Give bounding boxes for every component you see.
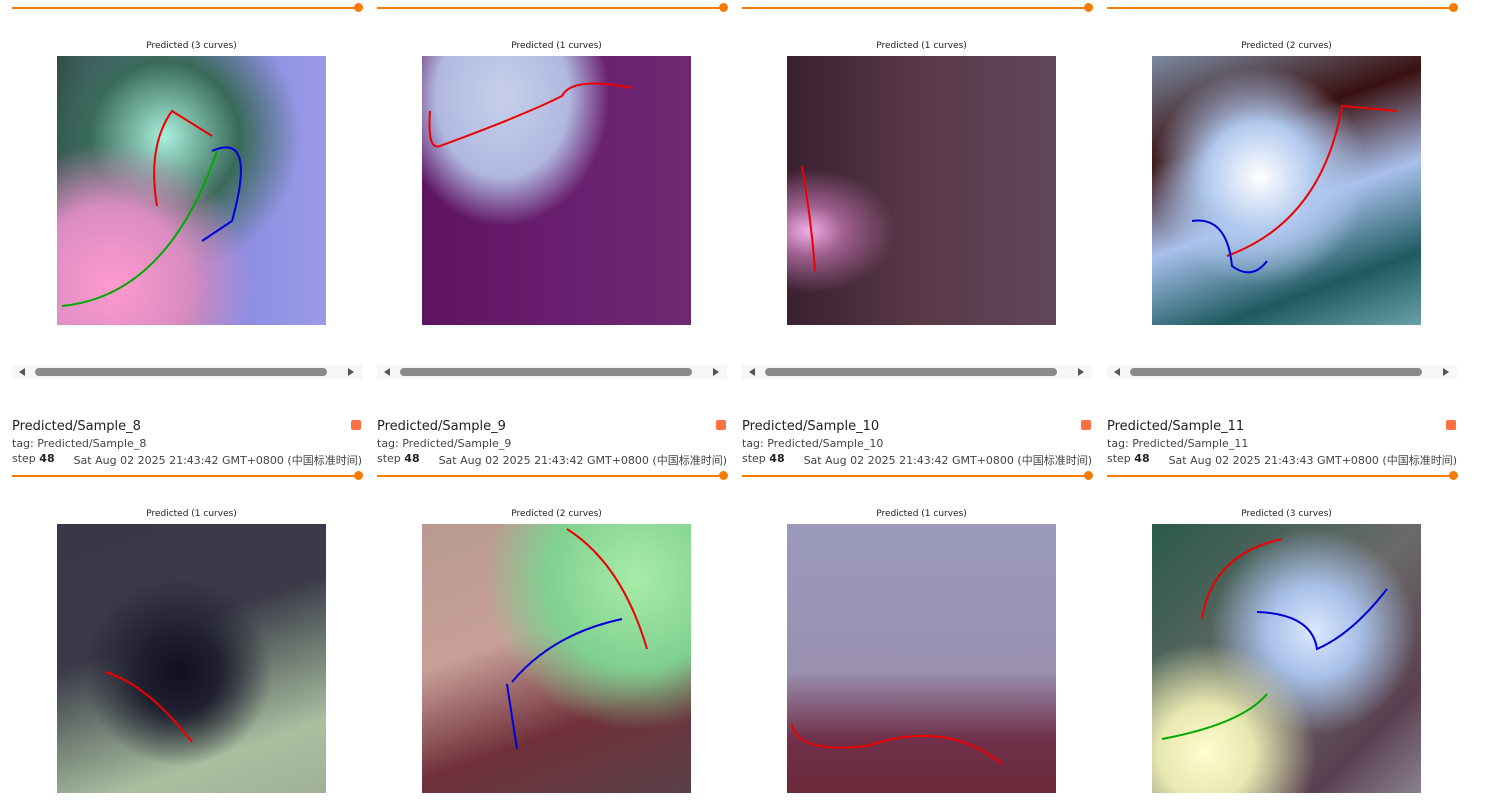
card-time: Sat Aug 02 2025 21:43:43 GMT+0800 (中国标准时… xyxy=(1168,454,1457,467)
card-name: Predicted/Sample_11 xyxy=(1107,419,1245,434)
image-scrollbar[interactable] xyxy=(377,364,727,379)
curve xyxy=(201,146,242,242)
card-tag: tag: Predicted/Sample_11 xyxy=(1107,437,1249,450)
image xyxy=(1152,524,1421,793)
step-label: step xyxy=(1107,452,1131,465)
image-title: Predicted (1 curves) xyxy=(876,41,967,51)
step-slider xyxy=(742,7,1086,9)
card-tag: tag: Predicted/Sample_9 xyxy=(377,437,512,450)
image-curves xyxy=(61,109,242,307)
pin-icon[interactable] xyxy=(1081,420,1091,430)
pin-icon[interactable] xyxy=(1446,420,1456,430)
curve xyxy=(1201,538,1283,620)
step-slider-knob[interactable] xyxy=(719,471,728,480)
card-tag: tag: Predicted/Sample_10 xyxy=(742,437,884,450)
image xyxy=(422,56,691,325)
step-slider xyxy=(377,7,721,9)
step-slider xyxy=(12,475,356,477)
pin-icon[interactable] xyxy=(716,420,726,430)
image-scrollbar[interactable] xyxy=(12,364,362,379)
image-title: Predicted (1 curves) xyxy=(511,41,602,51)
step-label: step xyxy=(377,452,401,465)
image-curves xyxy=(1161,538,1388,740)
image xyxy=(57,56,326,325)
card-name: Predicted/Sample_9 xyxy=(377,419,506,434)
image-title: Predicted (2 curves) xyxy=(1241,41,1332,51)
step-slider-knob[interactable] xyxy=(1084,471,1093,480)
image-curves xyxy=(1191,104,1398,274)
image xyxy=(1152,56,1421,325)
curve xyxy=(1256,588,1388,651)
step-value: 48 xyxy=(1134,452,1150,465)
step-slider-knob[interactable] xyxy=(719,3,728,12)
image xyxy=(787,524,1056,793)
step-slider xyxy=(742,475,1086,477)
step-label: step xyxy=(742,452,766,465)
card-tag: tag: Predicted/Sample_8 xyxy=(12,437,147,450)
curve xyxy=(104,671,193,743)
card-time: Sat Aug 02 2025 21:43:42 GMT+0800 (中国标准时… xyxy=(803,454,1092,467)
step-slider-knob[interactable] xyxy=(1084,3,1093,12)
step-slider xyxy=(1107,475,1451,477)
curve xyxy=(566,528,648,650)
image-title: Predicted (1 curves) xyxy=(876,509,967,519)
step-label: step xyxy=(12,452,36,465)
step-slider xyxy=(12,7,356,9)
image-title: Predicted (2 curves) xyxy=(511,509,602,519)
step-value: 48 xyxy=(39,452,55,465)
card-time: Sat Aug 02 2025 21:43:42 GMT+0800 (中国标准时… xyxy=(438,454,727,467)
card-step: step 48 xyxy=(742,452,785,465)
image-curves xyxy=(801,165,816,272)
scrollbar[interactable] xyxy=(1107,365,1457,379)
scrollbar[interactable] xyxy=(12,365,362,379)
step-slider xyxy=(1107,7,1451,9)
image-curves xyxy=(428,82,633,148)
curve xyxy=(153,109,213,207)
step-slider-knob[interactable] xyxy=(1449,471,1458,480)
curve xyxy=(1191,219,1268,274)
card-name: Predicted/Sample_8 xyxy=(12,419,141,434)
image-title: Predicted (1 curves) xyxy=(146,509,237,519)
curve xyxy=(61,150,218,307)
scrollbar[interactable] xyxy=(377,365,727,379)
image xyxy=(422,524,691,793)
scrollbar[interactable] xyxy=(742,365,1092,379)
image xyxy=(787,56,1056,325)
card-name: Predicted/Sample_10 xyxy=(742,419,880,434)
step-slider-knob[interactable] xyxy=(354,471,363,480)
curve xyxy=(1226,104,1398,257)
curve xyxy=(791,723,1003,765)
image-curves xyxy=(104,671,193,743)
step-value: 48 xyxy=(404,452,420,465)
card-step: step 48 xyxy=(12,452,55,465)
step-slider xyxy=(377,475,721,477)
image-scrollbar[interactable] xyxy=(742,364,1092,379)
image-curves xyxy=(791,723,1003,765)
curve xyxy=(428,82,633,148)
curve xyxy=(1161,693,1268,740)
curve xyxy=(511,618,623,683)
pin-icon[interactable] xyxy=(351,420,361,430)
image-title: Predicted (3 curves) xyxy=(1241,509,1332,519)
step-value: 48 xyxy=(769,452,785,465)
curve xyxy=(801,165,816,272)
card-step: step 48 xyxy=(1107,452,1150,465)
image-title: Predicted (3 curves) xyxy=(146,41,237,51)
step-slider-knob[interactable] xyxy=(1449,3,1458,12)
image xyxy=(57,524,326,793)
card-time: Sat Aug 02 2025 21:43:42 GMT+0800 (中国标准时… xyxy=(73,454,362,467)
curve xyxy=(506,683,518,750)
card-step: step 48 xyxy=(377,452,420,465)
step-slider-knob[interactable] xyxy=(354,3,363,12)
image-scrollbar[interactable] xyxy=(1107,364,1457,379)
image-curves xyxy=(506,528,648,750)
